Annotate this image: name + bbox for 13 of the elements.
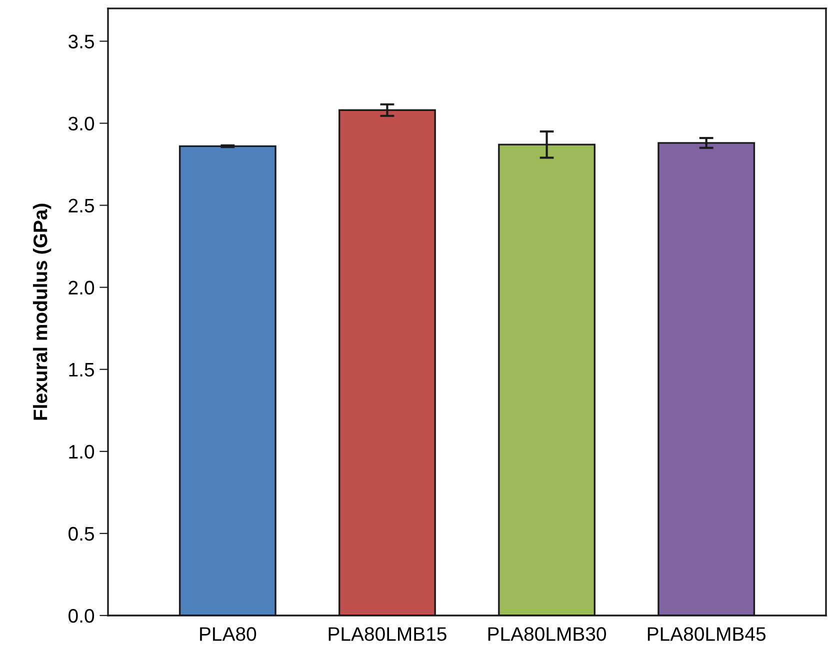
y-tick-label: 0.5 (68, 526, 94, 541)
y-tick-label: 1.0 (69, 444, 94, 459)
x-tick-label: PLA80LMB15 (328, 627, 446, 641)
y-axis-title: Flexural modulus (GPa) (32, 204, 52, 420)
y-tick-label: 2.0 (68, 280, 94, 295)
y-tick-label: 3.5 (68, 34, 94, 48)
y-tick-label: 0.0 (68, 608, 94, 623)
x-tick-label: PLA80 (200, 627, 256, 641)
x-tick-label: PLA80LMB45 (648, 627, 766, 641)
y-tick-label: 2.5 (68, 198, 94, 213)
y-tick-label: 3.0 (68, 116, 94, 130)
x-tick-label: PLA80LMB30 (488, 627, 606, 641)
y-tick-label: 1.5 (69, 363, 94, 377)
